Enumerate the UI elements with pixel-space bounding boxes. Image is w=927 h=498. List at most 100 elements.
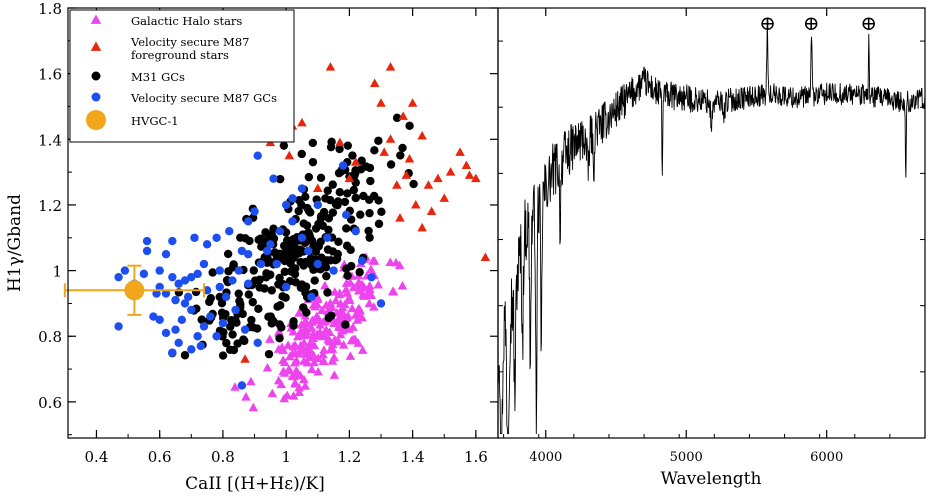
velocity-secure-m87-foreground-stars-point [398,111,408,120]
m31-gcs-point [299,219,308,228]
velocity-secure-m87-gcs-point [199,322,209,331]
velocity-secure-m87-gcs-point [304,246,313,256]
galactic-halo-stars-point [330,287,340,296]
m31-gcs-point [229,260,238,269]
velocity-secure-m87-foreground-stars-point [376,98,386,107]
galactic-halo-stars-point [290,378,300,387]
m31-gcs-point [323,186,332,195]
velocity-secure-m87-gcs-point [215,282,224,292]
legend-items [86,14,106,130]
velocity-secure-m87-gcs-point [168,236,177,246]
galactic-halo-stars-point [320,280,330,290]
y-tick-label: 0.6 [38,394,62,412]
m31-gcs-point [197,315,207,324]
velocity-secure-m87-gcs-point [212,233,221,242]
galactic-halo-stars-point [262,363,273,372]
velocity-secure-m87-gcs-point [196,341,205,351]
right-x-axis-label: Wavelength [661,469,762,489]
velocity-secure-m87-gcs-point [234,266,243,275]
m31-gcs-point [224,267,233,276]
galactic-halo-stars-point [324,327,335,336]
velocity-secure-m87-gcs-point [288,217,297,226]
galactic-halo-stars-point [305,345,316,355]
m31-gcs-point [305,230,314,239]
velocity-secure-m87-foreground-stars-point [439,193,449,202]
galactic-halo-stars-point [337,312,347,322]
m31-gcs-point [348,151,357,160]
velocity-secure-m87-foreground-stars-point [411,199,421,209]
m31-gcs-point [276,174,285,184]
left-y-axis-label: H1γ/Gband [5,194,25,292]
m31-gcs-point [308,157,318,167]
velocity-secure-m87-gcs-point [174,338,183,348]
m31-gcs-point [278,252,287,262]
m31-gcs-point [286,267,296,276]
legend-marker-4 [86,110,106,130]
velocity-secure-m87-foreground-stars-point [401,170,412,179]
galactic-halo-stars-point [312,299,322,309]
velocity-secure-m87-gcs-point [313,259,322,269]
galactic-halo-stars-point [345,351,356,360]
velocity-secure-m87-foreground-stars-point [404,153,415,163]
velocity-secure-m87-gcs-point [237,246,247,256]
galactic-halo-stars-point [308,333,318,342]
velocity-secure-m87-gcs-point [171,325,180,334]
m31-gcs-point [340,197,350,207]
velocity-secure-m87-gcs-point [193,269,202,279]
x-tick-label: 0.4 [85,448,109,466]
m31-gcs-point [398,143,407,153]
galactic-halo-stars-point [304,352,315,362]
galactic-halo-stars-point [369,302,379,311]
m31-gcs-point [301,282,311,291]
velocity-secure-m87-gcs-point [281,200,291,210]
velocity-secure-m87-gcs-point [202,240,212,249]
m31-gcs-point [351,178,360,187]
galactic-halo-stars-point [385,257,396,266]
m31-gcs-point [221,309,230,319]
sky-line-annotations: ⊕ ⊕ ⊕ [759,11,877,35]
velocity-secure-m87-gcs-point [225,227,234,236]
m31-gcs-point [229,345,239,355]
m31-gcs-point [374,219,384,229]
right-plot-frame [497,7,926,439]
velocity-secure-m87-foreground-stars-point [240,354,250,363]
galactic-halo-stars-point [355,305,365,315]
x-tick-label: 6000 [810,450,843,465]
velocity-secure-m87-gcs-point [149,312,158,321]
m31-gcs-point [208,268,217,277]
velocity-secure-m87-gcs-point [281,282,291,292]
galactic-halo-stars-point [357,345,368,354]
velocity-secure-m87-foreground-stars-point [392,180,402,189]
right-x-ticks: 4000 5000 6000 [503,8,891,465]
galactic-halo-stars-point [348,282,359,292]
velocity-secure-m87-foreground-stars-point [426,206,437,216]
m31-gcs-point [249,266,258,275]
hvgc-1-point [124,280,145,301]
velocity-secure-m87-foreground-stars-point [417,131,427,140]
galactic-halo-stars-point [354,285,365,295]
velocity-secure-m87-foreground-stars-point [344,173,355,183]
m31-gcs-point [286,259,295,268]
galactic-halo-stars-point [366,264,376,273]
velocity-secure-m87-gcs-point [323,233,332,242]
x-tick-label: 1.6 [464,448,488,466]
galactic-halo-stars-point [340,299,350,309]
velocity-secure-m87-gcs-point [297,233,307,242]
galactic-halo-stars-point [307,364,317,374]
y-tick-label: 1.2 [38,197,62,215]
velocity-secure-m87-gcs-point [253,338,262,348]
m31-gcs-point [275,334,284,343]
m31-gcs-point [370,146,379,155]
m31-gcs-point [270,248,280,257]
galactic-halo-stars-point [294,387,304,397]
velocity-secure-m87-foreground-stars-point [445,167,456,176]
m31-gcs-point [218,351,228,360]
velocity-secure-m87-foreground-stars-point [407,98,418,107]
x-tick-label: 1 [281,448,291,466]
m31-gcs-point [234,289,243,298]
m31-gcs-point [254,235,263,244]
right-y-ticks [498,40,925,373]
galactic-halo-stars-point [295,370,306,380]
velocity-secure-m87-foreground-stars-point [464,170,475,179]
m31-gcs-point [328,208,338,217]
